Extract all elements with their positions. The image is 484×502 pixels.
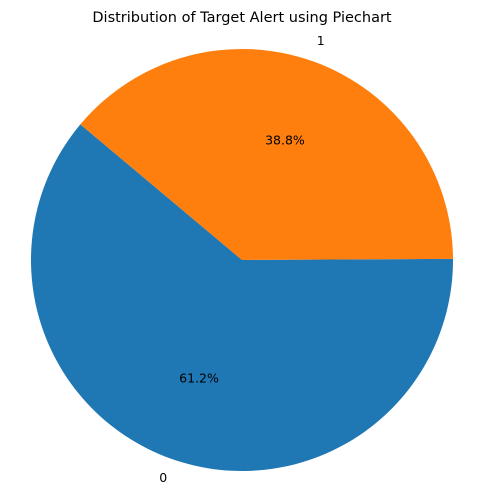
chart-title: Distribution of Target Alert using Piech… [92,10,392,26]
slice-label-1: 1 [317,33,325,48]
pie-labels: 0 61.2% 1 38.8% [159,33,325,485]
pie-slices [31,48,453,471]
pie-slice-1 [80,48,453,260]
percent-label-1: 38.8% [265,132,305,147]
percent-label-0: 61.2% [179,371,219,386]
pie-slice-0 [31,124,453,471]
slice-label-0: 0 [159,470,167,485]
